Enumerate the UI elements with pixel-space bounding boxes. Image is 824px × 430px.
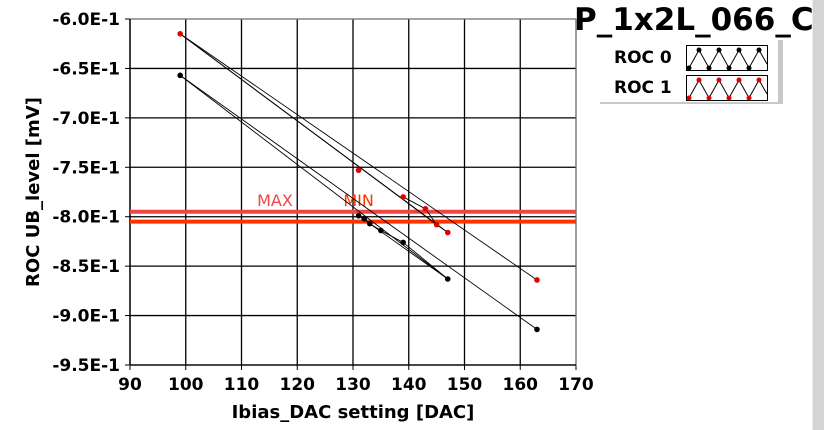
y-tick-label: -6.5E-1 <box>52 59 120 79</box>
legend-swatch-roc1 <box>686 75 768 101</box>
series-line <box>402 196 426 210</box>
x-axis-label: Ibias_DAC setting [DAC] <box>232 402 475 423</box>
data-point-roc1 <box>177 31 183 37</box>
x-tick-label: 140 <box>391 375 427 395</box>
x-tick-label: 170 <box>558 375 594 395</box>
x-tick-label: 130 <box>335 375 371 395</box>
y-axis-label: ROC UB_level [mV] <box>23 97 44 287</box>
y-tick-label: -7.0E-1 <box>52 109 120 129</box>
legend-swatch-roc0 <box>686 45 768 71</box>
data-point-roc0 <box>444 276 451 282</box>
x-tick-label: 150 <box>447 375 483 395</box>
y-tick-label: -7.5E-1 <box>52 158 120 178</box>
data-point-roc1 <box>534 277 540 283</box>
data-point-roc0 <box>177 72 183 79</box>
legend-label: ROC 1 <box>614 78 672 98</box>
data-point-roc1 <box>444 229 451 236</box>
legend-item-roc1: ROC 1 <box>600 74 778 102</box>
data-point-roc0 <box>366 220 373 227</box>
scrollbar[interactable] <box>812 0 824 430</box>
data-point-roc1 <box>400 194 406 200</box>
chart-title: P_1x2L_066_C <box>574 2 814 38</box>
data-point-roc0 <box>534 326 540 333</box>
threshold-label-max: MAX <box>257 191 293 210</box>
x-tick-label: 100 <box>168 375 204 395</box>
y-tick-label: -9.0E-1 <box>52 307 120 327</box>
y-tick-label: -9.5E-1 <box>52 356 120 376</box>
data-point-roc0 <box>378 227 384 234</box>
series-line <box>179 33 437 225</box>
data-point-roc1 <box>433 221 440 228</box>
legend-item-roc0: ROC 0 <box>600 44 778 72</box>
x-tick-label: 110 <box>224 375 260 395</box>
series-line <box>179 74 449 280</box>
legend-label: ROC 0 <box>614 48 672 68</box>
data-point-roc1 <box>422 206 429 212</box>
series-line <box>179 74 538 330</box>
x-tick-label: 160 <box>503 375 539 395</box>
x-tick-label: 120 <box>280 375 316 395</box>
threshold-label-min: MIN <box>343 191 374 210</box>
series-line <box>402 242 449 280</box>
series-line <box>179 33 538 281</box>
data-point-roc0 <box>400 239 406 246</box>
y-tick-label: -8.5E-1 <box>52 257 120 277</box>
data-point-roc0 <box>355 212 362 219</box>
series-line <box>380 230 404 243</box>
legend: ROC 0 ROC 1 <box>600 40 783 104</box>
data-point-roc1 <box>355 167 362 174</box>
data-point-roc0 <box>361 215 367 222</box>
series-line <box>358 215 449 280</box>
series-line <box>425 208 437 225</box>
y-tick-label: -6.0E-1 <box>52 10 120 30</box>
y-tick-label: -8.0E-1 <box>52 208 120 228</box>
x-tick-label: 90 <box>118 375 142 395</box>
